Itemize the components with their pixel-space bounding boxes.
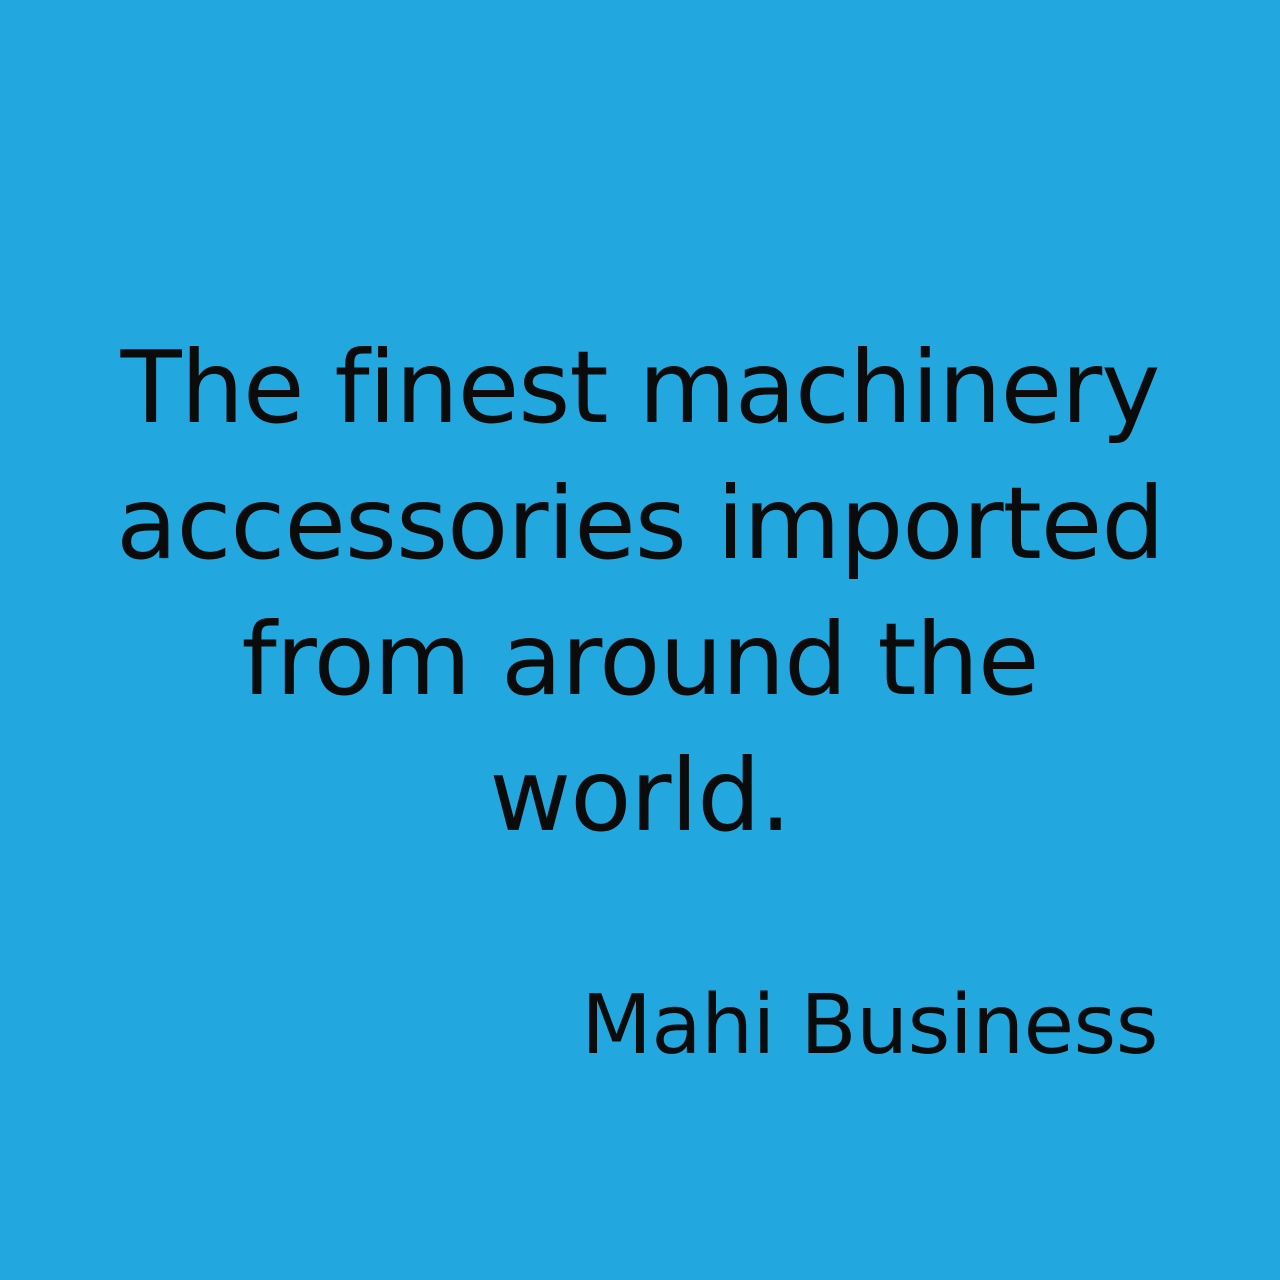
quote-text: The finest machinery accessories importe… [20,320,1260,864]
quote-author: Mahi Business [581,978,1158,1073]
quote-line-2: accessories imported [116,465,1165,582]
quote-line-3: from around the [241,601,1039,718]
quote-line-4: world. [489,737,791,854]
quote-line-1: The finest machinery [120,329,1161,446]
